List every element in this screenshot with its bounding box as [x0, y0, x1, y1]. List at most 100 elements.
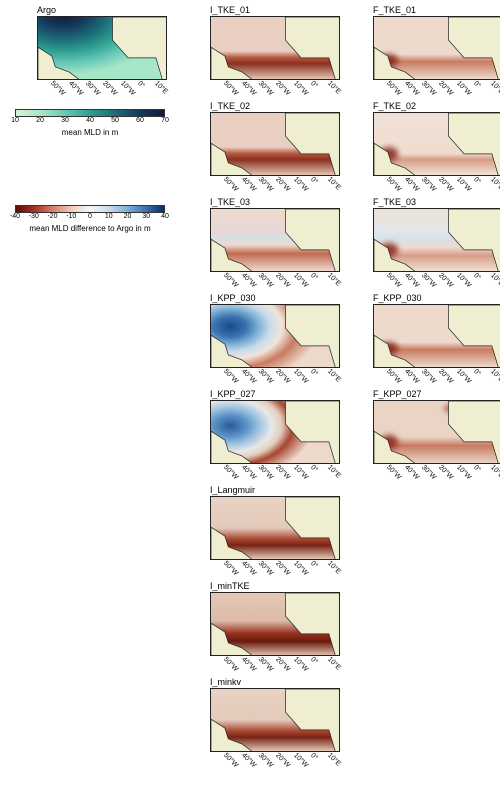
xtick-label: 50°W — [222, 176, 239, 193]
xtick-label: 40°W — [240, 656, 257, 673]
xtick-label: 20°W — [274, 176, 291, 193]
xtick-label: 10°W — [455, 80, 472, 97]
xtick-label: 30°W — [257, 560, 274, 577]
grid-cell: F_KPP_027 25°N20°N15°N10°N5°N0°5°S 50°W4… — [341, 389, 500, 482]
grid-cell: I_TKE_02 25°N20°N15°N10°N5°N0°5°S 50°W40… — [178, 101, 338, 194]
xtick-label: 20°W — [274, 752, 291, 769]
x-axis: 50°W40°W30°W20°W10°W0°10°E — [210, 464, 340, 482]
x-axis: 50°W40°W30°W20°W10°W0°10°E — [373, 272, 500, 290]
xtick-label: 0° — [309, 80, 319, 90]
grid-cell: I_KPP_030 25°N20°N15°N10°N5°N0°5°S 50°W4… — [178, 293, 338, 386]
panel-title: I_minTKE — [210, 581, 338, 591]
x-axis: 50°W40°W30°W20°W10°W0°10°E — [210, 368, 340, 386]
xtick-label: 20°W — [274, 464, 291, 481]
xtick-label: 30°W — [84, 80, 101, 97]
xtick-label: 50°W — [222, 272, 239, 289]
map-panel — [373, 112, 500, 176]
xtick-label: 40°W — [403, 272, 420, 289]
panel-title: I_minkv — [210, 677, 338, 687]
map-panel — [210, 208, 340, 272]
colorbar-tick: -20 — [47, 213, 57, 220]
xtick-label: 50°W — [222, 560, 239, 577]
xtick-label: 40°W — [403, 176, 420, 193]
map-panel — [210, 496, 340, 560]
colorbar-tick: 10 — [11, 117, 19, 124]
x-axis: 50°W40°W30°W20°W10°W0°10°E — [210, 80, 340, 98]
map-panel — [210, 688, 340, 752]
x-axis: 50°W40°W30°W20°W10°W0°10°E — [210, 176, 340, 194]
map-panel — [373, 16, 500, 80]
xtick-label: 50°W — [385, 176, 402, 193]
xtick-label: 0° — [309, 752, 319, 762]
xtick-label: 10°E — [489, 80, 500, 96]
xtick-label: 10°E — [489, 368, 500, 384]
colorbar-label: mean MLD in m — [5, 128, 175, 137]
xtick-label: 30°W — [420, 368, 437, 385]
grid-cell: I_KPP_027 25°N20°N15°N10°N5°N0°5°S 50°W4… — [178, 389, 338, 482]
xtick-label: 10°W — [292, 752, 309, 769]
x-axis: 50°W40°W30°W20°W10°W0°10°E — [210, 752, 340, 770]
colorbar-tick: -10 — [66, 213, 76, 220]
map-panel — [373, 304, 500, 368]
grid-cell: Argo 25°N20°N15°N10°N5°N0°5°S 50°W40°W30… — [5, 5, 175, 98]
x-axis: 50°W40°W30°W20°W10°W0°10°E — [373, 464, 500, 482]
xtick-label: 20°W — [101, 80, 118, 97]
map-panel — [373, 400, 500, 464]
xtick-label: 0° — [136, 80, 146, 90]
colorbar-tick: 40 — [86, 117, 94, 124]
grid-cell: I_TKE_01 25°N20°N15°N10°N5°N0°5°S 50°W40… — [178, 5, 338, 98]
xtick-label: 10°E — [489, 176, 500, 192]
colorbar-tick: 60 — [136, 117, 144, 124]
xtick-label: 50°W — [222, 368, 239, 385]
grid-cell — [5, 485, 175, 578]
xtick-label: 10°E — [326, 80, 342, 96]
xtick-label: 50°W — [222, 752, 239, 769]
xtick-label: 40°W — [240, 80, 257, 97]
colorbar-tick: -30 — [29, 213, 39, 220]
map-panel — [210, 112, 340, 176]
grid-cell — [5, 293, 175, 386]
colorbar-tick: 20 — [124, 213, 132, 220]
xtick-label: 0° — [309, 656, 319, 666]
grid-cell: I_Langmuir 25°N20°N15°N10°N5°N0°5°S 50°W… — [178, 485, 338, 578]
xtick-label: 40°W — [240, 272, 257, 289]
xtick-label: 0° — [309, 464, 319, 474]
xtick-label: 40°W — [240, 464, 257, 481]
xtick-label: 0° — [309, 176, 319, 186]
xtick-label: 30°W — [257, 464, 274, 481]
colorbar-tick: 30 — [61, 117, 69, 124]
xtick-label: 10°W — [292, 176, 309, 193]
xtick-label: 40°W — [403, 80, 420, 97]
xtick-label: 10°E — [326, 368, 342, 384]
xtick-label: 10°E — [326, 656, 342, 672]
panel-title: F_KPP_027 — [373, 389, 500, 399]
xtick-label: 10°E — [153, 80, 169, 96]
grid-cell: -40-30-20-10010203040 mean MLD differenc… — [5, 197, 175, 290]
grid-cell: F_TKE_01 25°N20°N15°N10°N5°N0°5°S 50°W40… — [341, 5, 500, 98]
xtick-label: 20°W — [437, 272, 454, 289]
grid-cell: F_KPP_030 25°N20°N15°N10°N5°N0°5°S 50°W4… — [341, 293, 500, 386]
xtick-label: 20°W — [437, 464, 454, 481]
xtick-label: 50°W — [49, 80, 66, 97]
panel-title: F_TKE_03 — [373, 197, 500, 207]
xtick-label: 20°W — [274, 80, 291, 97]
colorbar-tick: 30 — [142, 213, 150, 220]
xtick-label: 10°W — [292, 272, 309, 289]
xtick-label: 40°W — [403, 368, 420, 385]
xtick-label: 20°W — [274, 656, 291, 673]
xtick-label: 30°W — [420, 272, 437, 289]
panel-title: I_TKE_01 — [210, 5, 338, 15]
xtick-label: 20°W — [437, 176, 454, 193]
xtick-label: 10°W — [292, 464, 309, 481]
panel-title: I_TKE_03 — [210, 197, 338, 207]
grid-cell — [341, 485, 500, 578]
colorbar: 10203040506070 mean MLD in m — [5, 109, 175, 137]
panel-title: Argo — [37, 5, 175, 15]
panel-title: F_TKE_02 — [373, 101, 500, 111]
xtick-label: 10°W — [119, 80, 136, 97]
xtick-label: 0° — [472, 368, 482, 378]
colorbar-label: mean MLD difference to Argo in m — [5, 224, 175, 233]
xtick-label: 50°W — [385, 272, 402, 289]
panel-title: I_KPP_030 — [210, 293, 338, 303]
xtick-label: 30°W — [420, 176, 437, 193]
